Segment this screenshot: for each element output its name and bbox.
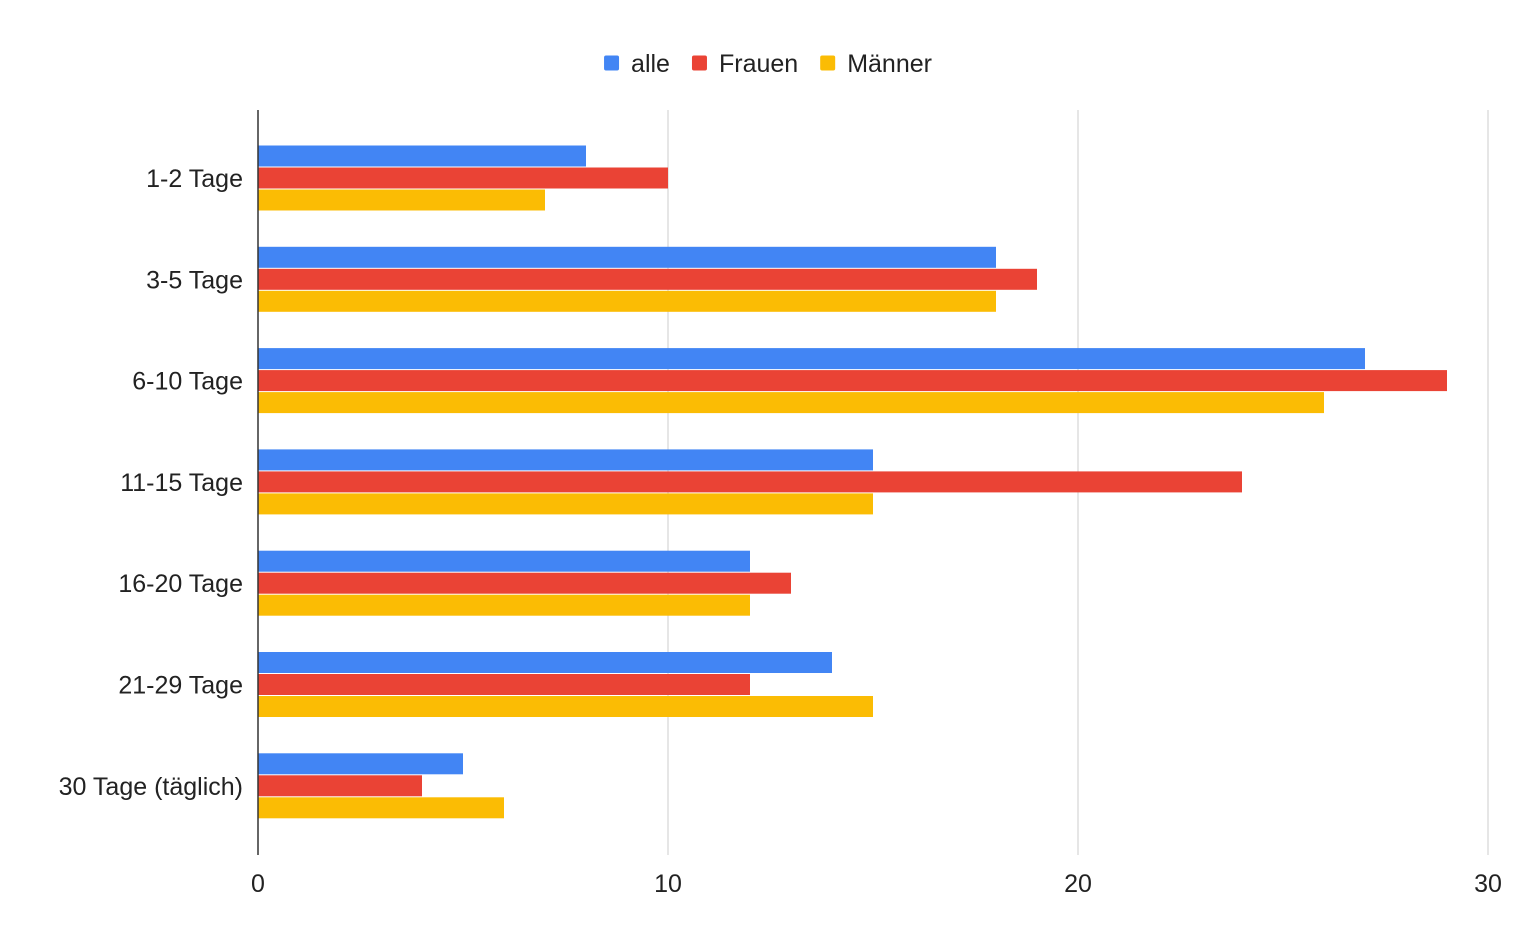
legend-label-männer: Männer <box>847 50 932 78</box>
bar-alle-16-20-tage <box>258 550 750 572</box>
bar-alle-6-10-tage <box>258 348 1365 370</box>
category-labels: 1-2 Tage 3-5 Tage 6-10 Tage 11-15 Tage 16-20… <box>59 165 243 801</box>
bar-männer-11-15-tage <box>258 493 873 515</box>
bar-frauen-1-2-tage <box>258 167 668 189</box>
bars <box>258 145 1447 819</box>
bar-alle-1-2-tage <box>258 145 586 167</box>
bar-männer-30-tage-täglich <box>258 797 504 819</box>
category-label-6-10-tage: 6-10 Tage <box>132 368 243 396</box>
category-label-16-20-tage: 16-20 Tage <box>118 570 243 598</box>
category-label-30-tage-täglich: 30 Tage (täglich) <box>59 773 243 801</box>
legend-swatch-männer <box>820 55 836 71</box>
bar-männer-6-10-tage <box>258 392 1324 414</box>
bar-frauen-21-29-tage <box>258 674 750 695</box>
legend-swatch-frauen <box>691 55 707 71</box>
bar-frauen-16-20-tage <box>258 572 791 594</box>
bar-frauen-6-10-tage <box>258 370 1447 392</box>
legend: alle Frauen Männer <box>604 50 932 78</box>
bar-alle-11-15-tage <box>258 449 873 471</box>
category-label-3-5-tage: 3-5 Tage <box>146 266 243 294</box>
x-tick-label-0: 0 <box>251 870 265 898</box>
bar-frauen-11-15-tage <box>258 471 1242 493</box>
bar-alle-3-5-tage <box>258 246 996 268</box>
legend-label-frauen: Frauen <box>719 50 798 78</box>
legend-swatch-alle <box>604 55 620 71</box>
category-label-21-29-tage: 21-29 Tage <box>118 672 243 700</box>
bar-männer-1-2-tage <box>258 189 545 211</box>
legend-label-alle: alle <box>631 50 670 78</box>
bar-alle-30-tage-täglich <box>258 753 463 775</box>
category-label-1-2-tage: 1-2 Tage <box>146 165 243 193</box>
x-tick-label-20: 20 <box>1064 870 1092 898</box>
x-tick-label-10: 10 <box>654 870 682 898</box>
x-tick-label-30: 30 <box>1474 870 1502 898</box>
bar-männer-16-20-tage <box>258 594 750 616</box>
bar-frauen-3-5-tage <box>258 268 1037 290</box>
bar-männer-3-5-tage <box>258 290 996 312</box>
x-tick-labels: 0 10 20 30 <box>251 870 1502 898</box>
bar-frauen-30-tage-täglich <box>258 775 422 797</box>
bar-alle-21-29-tage <box>258 652 832 673</box>
bar-männer-21-29-tage <box>258 696 873 717</box>
category-label-11-15-tage: 11-15 Tage <box>120 469 243 497</box>
